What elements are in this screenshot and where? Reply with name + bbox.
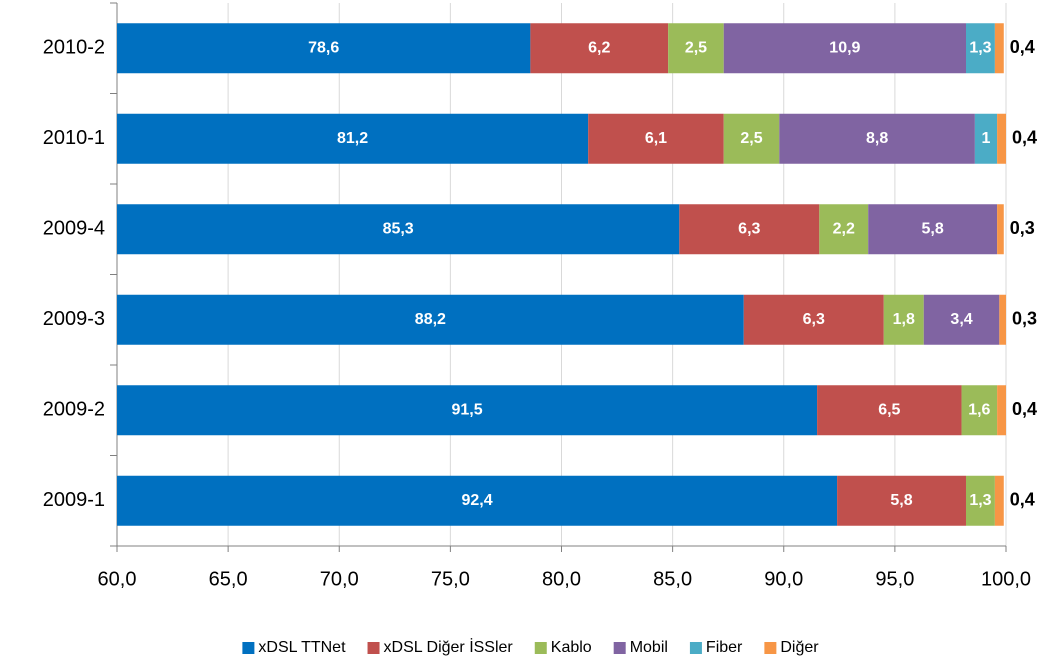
data-label: 1,3 (969, 492, 991, 509)
bar-segment (723, 113, 780, 164)
bar-segment (779, 113, 975, 164)
x-tick-label: 80,0 (542, 568, 581, 590)
bar-segment (723, 23, 966, 74)
legend-label: Mobil (630, 639, 668, 656)
bar-segment (999, 294, 1006, 345)
data-label: 6,3 (738, 220, 760, 237)
bar-segment (997, 204, 1004, 255)
bar-segment (679, 204, 820, 255)
data-label: 0,4 (1010, 490, 1035, 510)
bar-segment (837, 475, 966, 526)
data-label: 0,4 (1012, 128, 1037, 148)
bar-segment (994, 475, 1004, 526)
y-tick-label: 2010-2 (43, 37, 105, 59)
bar-segment (117, 204, 680, 255)
bar-segment (961, 385, 998, 436)
data-label: 5,8 (890, 492, 912, 509)
data-label: 2,5 (740, 130, 762, 147)
bar-segment (868, 204, 998, 255)
data-label: 8,8 (866, 130, 888, 147)
bar-segment (117, 385, 818, 436)
y-tick-label: 2009-3 (43, 308, 105, 330)
bar-segment (994, 23, 1004, 74)
bar-segment (530, 23, 669, 74)
x-tick-label: 75,0 (431, 568, 470, 590)
data-label: 6,5 (878, 401, 900, 418)
data-label: 0,3 (1010, 218, 1035, 238)
legend-swatch (764, 642, 777, 654)
legend-swatch (689, 642, 702, 654)
bar-segment (668, 23, 724, 74)
bar-segment (117, 294, 744, 345)
legend-label: Diğer (780, 639, 819, 656)
x-tick-label: 90,0 (764, 568, 803, 590)
bar-segment (974, 113, 998, 164)
legend-swatch (534, 642, 547, 654)
legend-label: Kablo (551, 639, 592, 656)
data-label: 1 (982, 130, 991, 147)
legend-swatch (613, 642, 626, 654)
x-tick-label: 95,0 (875, 568, 914, 590)
data-label: 6,2 (588, 39, 610, 56)
data-label: 1,8 (893, 311, 915, 328)
bar-segment (997, 385, 1006, 436)
data-label: 6,1 (645, 130, 667, 147)
x-tick-label: 65,0 (209, 568, 248, 590)
bar-segment (997, 113, 1006, 164)
legend-swatch (242, 642, 255, 654)
bar-segment (588, 113, 724, 164)
x-tick-label: 70,0 (320, 568, 359, 590)
data-label: 2,5 (685, 39, 707, 56)
data-label: 88,2 (415, 311, 446, 328)
y-tick-label: 2009-4 (43, 218, 105, 240)
bar-segment (883, 294, 924, 345)
data-label: 81,2 (337, 130, 368, 147)
data-label: 1,6 (968, 401, 990, 418)
legend-label: Fiber (706, 639, 743, 656)
data-label: 85,3 (383, 220, 414, 237)
bar-segment (117, 23, 531, 74)
data-label: 78,6 (308, 39, 339, 56)
y-tick-label: 2009-2 (43, 399, 105, 421)
data-label: 0,4 (1012, 399, 1037, 419)
bar-segment (117, 475, 838, 526)
legend-label: xDSL TTNet (258, 639, 346, 656)
bar-segment (117, 113, 589, 164)
x-tick-label: 85,0 (653, 568, 692, 590)
data-label: 6,3 (803, 311, 825, 328)
legend-swatch (367, 642, 380, 654)
bar-segment (965, 475, 995, 526)
x-tick-label: 100,0 (981, 568, 1031, 590)
legend-label: xDSL Diğer İSSler (384, 637, 514, 656)
bar-segment (965, 23, 995, 74)
data-label: 2,2 (833, 220, 855, 237)
data-label: 91,5 (451, 401, 482, 418)
bar-segment (923, 294, 1000, 345)
data-label: 0,3 (1012, 309, 1037, 329)
data-label: 0,4 (1010, 37, 1035, 57)
data-label: 1,3 (969, 39, 991, 56)
bar-segment (817, 385, 962, 436)
bar-segment (819, 204, 869, 255)
data-label: 3,4 (950, 311, 972, 328)
x-tick-label: 60,0 (98, 568, 137, 590)
data-label: 92,4 (461, 492, 492, 509)
data-label: 10,9 (829, 39, 860, 56)
y-tick-label: 2010-1 (43, 127, 105, 149)
data-label: 5,8 (922, 220, 944, 237)
y-tick-label: 2009-1 (43, 489, 105, 511)
bar-segment (743, 294, 884, 345)
